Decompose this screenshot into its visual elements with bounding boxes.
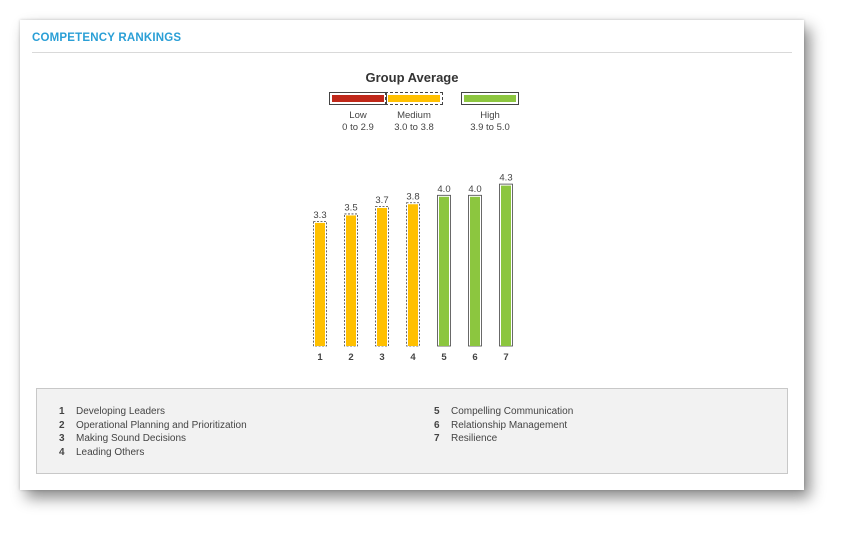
key-item-1: 1 Developing Leaders (59, 406, 247, 420)
legend-label-high: High (480, 110, 500, 121)
legend-range-medium: 3.0 to 3.8 (394, 122, 434, 133)
category-label-3: 3 (379, 352, 384, 363)
key-label: Compelling Communication (451, 406, 574, 417)
competency-key: 1 Developing Leaders 2 Operational Planning… (36, 388, 788, 474)
data-label-1: 3.3 (313, 210, 326, 221)
category-label-2: 2 (348, 352, 353, 363)
legend-range-low: 0 to 2.9 (342, 122, 374, 133)
bar-1 (315, 222, 325, 346)
key-item-7: 7 Resilience (434, 433, 573, 447)
key-number: 3 (59, 433, 65, 445)
category-label-1: 1 (317, 352, 323, 363)
key-number: 5 (434, 406, 440, 417)
category-label-6: 6 (472, 352, 477, 363)
bar-chart: 3.3 1 3.5 2 3.7 3 3.8 4 4.0 5 4.0 6 4.3 7 (313, 173, 513, 363)
section-title: COMPETENCY RANKINGS (32, 32, 182, 44)
key-label: Relationship Management (451, 419, 568, 431)
data-label-5: 4.0 (437, 184, 450, 195)
key-number: 6 (434, 419, 440, 431)
chart-title: Group Average (365, 70, 459, 85)
key-label: Resilience (451, 433, 498, 445)
key-item-3: 3 Making Sound Decisions (59, 433, 247, 447)
bar-2 (346, 215, 356, 346)
key-label: Developing Leaders (76, 406, 165, 417)
key-item-2: 2 Operational Planning and Prioritization (59, 420, 247, 434)
bar-5 (439, 196, 449, 346)
data-label-7: 4.3 (499, 173, 512, 184)
key-item-6: 6 Relationship Management (434, 420, 573, 434)
bar-7 (501, 185, 511, 346)
category-label-7: 7 (503, 352, 508, 363)
legend-swatch-medium (385, 92, 443, 105)
legend-label-medium: Medium (397, 110, 431, 121)
key-number: 7 (434, 433, 440, 445)
key-number: 2 (59, 419, 65, 431)
legend-range-high: 3.9 to 5.0 (470, 122, 510, 133)
legend-label-low: Low (349, 110, 367, 121)
bar-3 (377, 207, 387, 346)
data-label-4: 3.8 (406, 191, 419, 202)
key-number: 1 (59, 406, 65, 417)
key-column-left: 1 Developing Leaders 2 Operational Planning… (59, 406, 247, 460)
legend-swatch-low (329, 92, 387, 105)
legend-swatch-high (461, 92, 519, 105)
legend-item-high: High 3.9 to 5.0 (440, 92, 540, 134)
legend-item-medium: Medium 3.0 to 3.8 (364, 92, 464, 134)
key-label: Leading Others (76, 446, 145, 458)
key-number: 4 (59, 446, 65, 458)
competency-rankings-card: COMPETENCY RANKINGS Group Average Low 0 … (20, 20, 804, 490)
data-label-6: 4.0 (468, 184, 481, 195)
legend-item-low: Low 0 to 2.9 (308, 92, 408, 134)
key-label: Making Sound Decisions (76, 433, 187, 445)
title-divider (32, 52, 792, 53)
key-column-right: 5 Compelling Communication 6 Relationship M… (434, 406, 573, 447)
data-label-2: 3.5 (344, 202, 357, 213)
bar-6 (470, 196, 480, 346)
data-label-3: 3.7 (375, 195, 388, 206)
key-item-4: 4 Leading Others (59, 447, 247, 461)
key-label: Operational Planning and Prioritization (76, 419, 247, 431)
category-label-5: 5 (441, 352, 447, 363)
category-label-4: 4 (410, 352, 416, 363)
bar-4 (408, 204, 418, 346)
key-item-5: 5 Compelling Communication (434, 406, 573, 420)
